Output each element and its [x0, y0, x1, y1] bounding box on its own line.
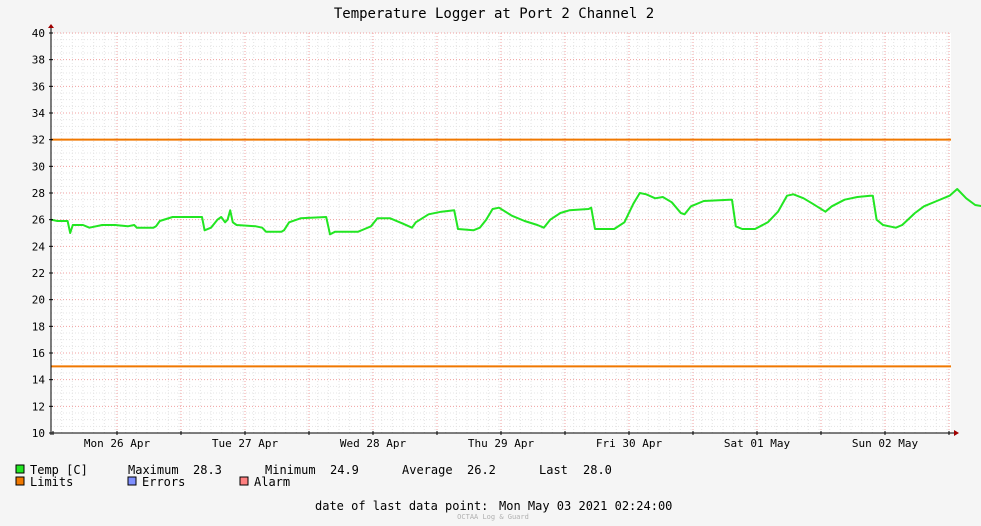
x-axis-arrow [954, 430, 959, 436]
legend-temp-label: Temp [C] [30, 463, 88, 477]
y-tick-label: 16 [32, 347, 45, 360]
legend-alarm-label: Alarm [254, 475, 290, 489]
x-tick-label: Mon 26 Apr [84, 437, 151, 450]
legend-limits-swatch [15, 476, 25, 486]
chart-title: Temperature Logger at Port 2 Channel 2 [334, 6, 654, 22]
legend-errors-swatch [127, 476, 137, 486]
x-tick-labels: Mon 26 Apr Tue 27 Apr Wed 28 Apr Thu 29 Apr… [84, 437, 919, 450]
legend-average-value: 26.2 [467, 463, 496, 477]
x-tick-label: Thu 29 Apr [468, 437, 535, 450]
y-tick-label: 30 [32, 160, 45, 173]
y-tick-label: 22 [32, 267, 45, 280]
legend-minimum-label: Minimum [265, 463, 316, 477]
y-tick-label: 40 [32, 27, 45, 40]
legend-temp-swatch [15, 464, 25, 474]
y-tick-label: 12 [32, 400, 45, 413]
last-data-point-value: Mon May 03 2021 02:24:00 [499, 499, 672, 513]
y-tick-label: 18 [32, 320, 45, 333]
credit-watermark: OCTAA Log & Guard [457, 513, 529, 521]
legend-average-label: Average [402, 463, 453, 477]
y-tick-label: 10 [32, 427, 45, 440]
x-tick-label: Sun 02 May [852, 437, 919, 450]
y-tick-label: 34 [32, 107, 46, 120]
y-tick-label: 28 [32, 187, 45, 200]
legend-maximum-value: 28.3 [193, 463, 222, 477]
limit-lines [51, 138, 951, 368]
legend-alarm-swatch [239, 476, 249, 486]
y-tick-label: 38 [32, 54, 45, 67]
legend-limits-label: Limits [30, 475, 73, 489]
legend-maximum-label: Maximum [128, 463, 179, 477]
legend-last-value: 28.0 [583, 463, 612, 477]
x-tick-label: Tue 27 Apr [212, 437, 279, 450]
y-tick-label: 26 [32, 214, 45, 227]
legend-errors-label: Errors [142, 475, 185, 489]
series-layer [50, 188, 981, 236]
y-tick-label: 20 [32, 294, 45, 307]
y-tick-label: 24 [32, 240, 46, 253]
x-tick-label: Sat 01 May [724, 437, 791, 450]
legend-last-label: Last [539, 463, 568, 477]
y-tick-label: 32 [32, 134, 45, 147]
axes [48, 24, 959, 436]
x-tick-label: Wed 28 Apr [340, 437, 407, 450]
y-tick-label: 14 [32, 374, 46, 387]
last-data-point-label: date of last data point: [315, 499, 488, 513]
y-tick-labels: 10 12 14 16 18 20 22 24 26 28 30 32 34 36 38 40 [32, 27, 46, 440]
temperature-series-line [50, 188, 981, 236]
y-axis-arrow [48, 24, 54, 28]
y-tick-label: 36 [32, 80, 45, 93]
x-tick-label: Fri 30 Apr [596, 437, 663, 450]
legend-minimum-value: 24.9 [330, 463, 359, 477]
